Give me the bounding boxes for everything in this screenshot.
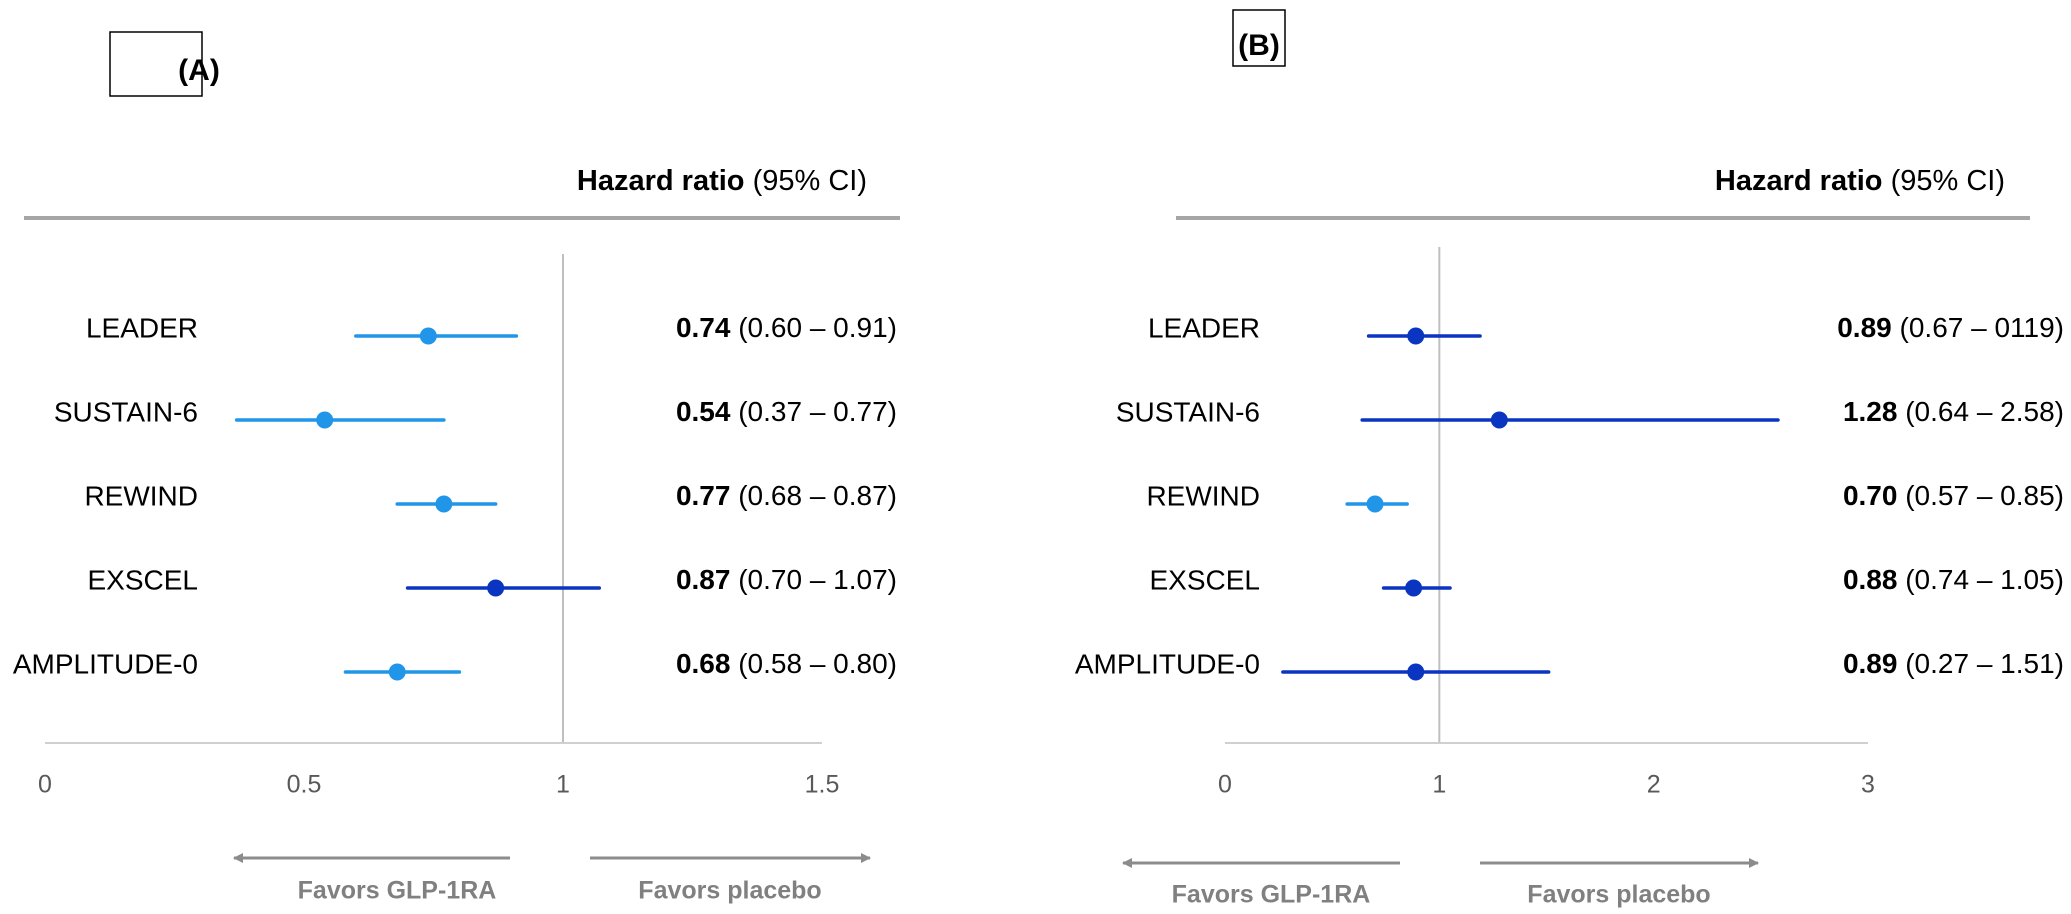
- hazard-ratio-point: [487, 579, 505, 597]
- hazard-ratio-value: 0.54 (0.37 – 0.77): [676, 396, 897, 427]
- hazard-ratio-estimate: 0.70: [1843, 480, 1898, 511]
- favors-right-label: Favors placebo: [638, 877, 821, 905]
- hazard-ratio-estimate: 0.88: [1843, 564, 1898, 595]
- hazard-ratio-value: 0.87 (0.70 – 1.07): [676, 564, 897, 595]
- hazard-ratio-point: [1405, 579, 1423, 597]
- study-label: SUSTAIN-6: [1116, 396, 1260, 427]
- hazard-ratio-value: 0.70 (0.57 – 0.85): [1843, 480, 2064, 511]
- column-header-ci: (95% CI): [745, 165, 867, 197]
- column-header-bold: Hazard ratio: [577, 165, 745, 197]
- column-header-ci: (95% CI): [1883, 165, 2005, 197]
- hazard-ratio-value: 0.89 (0.27 – 1.51): [1843, 648, 2064, 679]
- hazard-ratio-value: 0.89 (0.67 – 0119): [1837, 312, 2064, 343]
- column-header: Hazard ratio (95% CI): [1715, 165, 2005, 197]
- study-label: REWIND: [84, 480, 198, 511]
- x-tick-label: 1: [556, 771, 570, 799]
- hazard-ratio-point: [1407, 663, 1425, 681]
- hazard-ratio-estimate: 1.28: [1843, 396, 1898, 427]
- hazard-ratio-estimate: 0.68: [676, 648, 731, 679]
- panel-label: (B): [1238, 29, 1280, 62]
- confidence-interval: (0.60 – 0.91): [730, 312, 897, 343]
- confidence-interval: (0.27 – 1.51): [1897, 648, 2064, 679]
- hazard-ratio-value: 0.74 (0.60 – 0.91): [676, 312, 897, 343]
- panel-label-box: [109, 31, 203, 97]
- study-label: REWIND: [1146, 480, 1260, 511]
- confidence-interval: (0.58 – 0.80): [730, 648, 897, 679]
- study-label: EXSCEL: [1150, 564, 1261, 595]
- x-tick-label: 1: [1432, 771, 1446, 799]
- hazard-ratio-point: [1366, 495, 1384, 513]
- study-label: AMPLITUDE-0: [1075, 648, 1260, 679]
- hazard-ratio-value: 0.88 (0.74 – 1.05): [1843, 564, 2064, 595]
- study-label: EXSCEL: [88, 564, 199, 595]
- hazard-ratio-estimate: 0.54: [676, 396, 731, 427]
- hazard-ratio-point: [1490, 411, 1508, 429]
- hazard-ratio-estimate: 0.74: [676, 312, 731, 343]
- x-tick-label: 2: [1647, 771, 1661, 799]
- forest-panel-a: (A) Hazard ratio (95% CI) 0 0.5 1 1.5 LEADER 0.…: [13, 31, 900, 905]
- hazard-ratio-estimate: 0.89: [1837, 312, 1892, 343]
- favors-left-label: Favors GLP-1RA: [298, 877, 497, 905]
- x-tick-label: 0: [38, 771, 52, 799]
- hazard-ratio-point: [435, 495, 453, 513]
- hazard-ratio-value: 0.77 (0.68 – 0.87): [676, 480, 897, 511]
- hazard-ratio-point: [419, 327, 437, 345]
- favors-right-label: Favors placebo: [1527, 881, 1710, 909]
- confidence-interval: (0.57 – 0.85): [1897, 480, 2064, 511]
- confidence-interval: (0.67 – 0119): [1892, 312, 2064, 343]
- panel-label-box: [1232, 9, 1286, 67]
- hazard-ratio-estimate: 0.89: [1843, 648, 1898, 679]
- study-label: SUSTAIN-6: [54, 396, 198, 427]
- column-header-bold: Hazard ratio: [1715, 165, 1883, 197]
- hazard-ratio-estimate: 0.87: [676, 564, 731, 595]
- x-tick-label: 3: [1861, 771, 1875, 799]
- study-label: LEADER: [1148, 312, 1260, 343]
- confidence-interval: (0.68 – 0.87): [730, 480, 897, 511]
- hazard-ratio-point: [316, 411, 334, 429]
- x-tick-label: 0: [1218, 771, 1232, 799]
- confidence-interval: (0.37 – 0.77): [730, 396, 897, 427]
- study-label: AMPLITUDE-0: [13, 648, 198, 679]
- hazard-ratio-value: 1.28 (0.64 – 2.58): [1843, 396, 2064, 427]
- panel-label: (A): [178, 54, 220, 87]
- confidence-interval: (0.70 – 1.07): [730, 564, 897, 595]
- confidence-interval: (0.64 – 2.58): [1897, 396, 2064, 427]
- study-label: LEADER: [86, 312, 198, 343]
- hazard-ratio-value: 0.68 (0.58 – 0.80): [676, 648, 897, 679]
- x-tick-label: 0.5: [287, 771, 322, 799]
- hazard-ratio-point: [1407, 327, 1425, 345]
- hazard-ratio-estimate: 0.77: [676, 480, 731, 511]
- hazard-ratio-point: [388, 663, 406, 681]
- favors-left-label: Favors GLP-1RA: [1172, 881, 1371, 909]
- column-header: Hazard ratio (95% CI): [577, 165, 867, 197]
- forest-panel-b: (B) Hazard ratio (95% CI) 0 1 2 3 LEADER 0.89 (…: [1075, 9, 2064, 909]
- confidence-interval: (0.74 – 1.05): [1897, 564, 2064, 595]
- x-tick-label: 1.5: [805, 771, 840, 799]
